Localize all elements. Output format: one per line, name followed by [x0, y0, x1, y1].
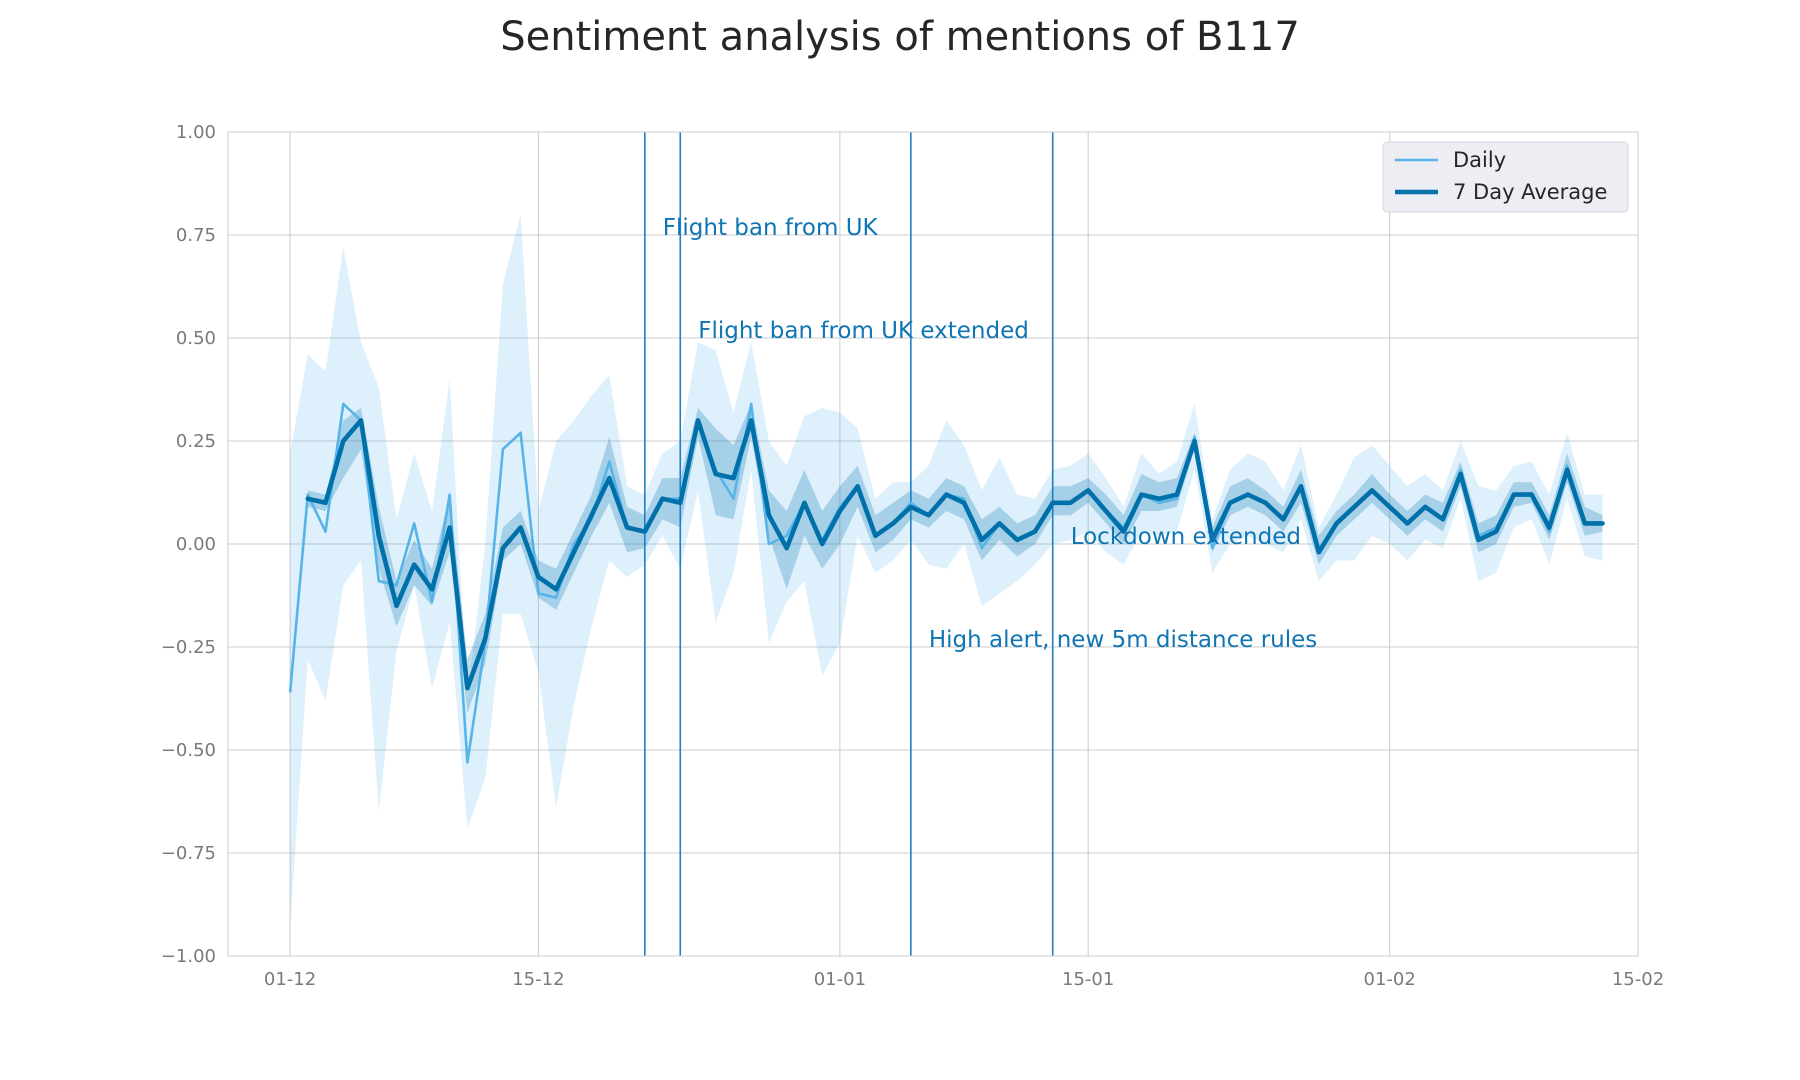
confidence-bands [290, 214, 1603, 928]
y-tick-label: 0.00 [176, 534, 216, 555]
average-confidence-band [307, 403, 1603, 713]
x-tick-label: 15-12 [512, 969, 564, 990]
event-annotations: Flight ban from UK Flight ban from UK ext… [663, 215, 1317, 653]
axis-tick-labels: 1.00 0.75 0.50 0.25 0.00 −0.25 −0.50 −0.75 −1.00… [161, 122, 1664, 990]
y-tick-label: −0.50 [161, 740, 216, 761]
series-lines [288, 402, 1605, 764]
x-tick-label: 01-01 [814, 969, 866, 990]
y-tick-label: −0.75 [161, 843, 216, 864]
average-series-line [305, 418, 1605, 691]
legend: Daily 7 Day Average [1382, 141, 1629, 213]
x-tick-label: 01-02 [1364, 969, 1416, 990]
daily-confidence-band [290, 214, 1603, 928]
event-annotation: High alert, new 5m distance rules [929, 627, 1317, 653]
y-tick-label: 0.50 [176, 328, 216, 349]
event-lines [643, 132, 1054, 956]
legend-daily-label: Daily [1453, 148, 1506, 172]
y-tick-label: 0.25 [176, 431, 216, 452]
chart-title: Sentiment analysis of mentions of B117 [500, 14, 1300, 60]
legend-average-label: 7 Day Average [1453, 180, 1607, 204]
y-tick-label: −0.25 [161, 637, 216, 658]
legend-box [1382, 141, 1629, 213]
x-tick-label: 15-02 [1612, 969, 1664, 990]
x-tick-label: 15-01 [1062, 969, 1114, 990]
y-tick-label: −1.00 [161, 946, 216, 967]
event-annotation: Flight ban from UK extended [698, 318, 1029, 344]
x-tick-label: 01-12 [264, 969, 316, 990]
y-tick-label: 1.00 [176, 122, 216, 143]
event-annotation: Flight ban from UK [663, 215, 879, 241]
y-tick-label: 0.75 [176, 225, 216, 246]
plot-frame [227, 131, 1639, 957]
event-annotation: Lockdown extended [1071, 524, 1301, 550]
